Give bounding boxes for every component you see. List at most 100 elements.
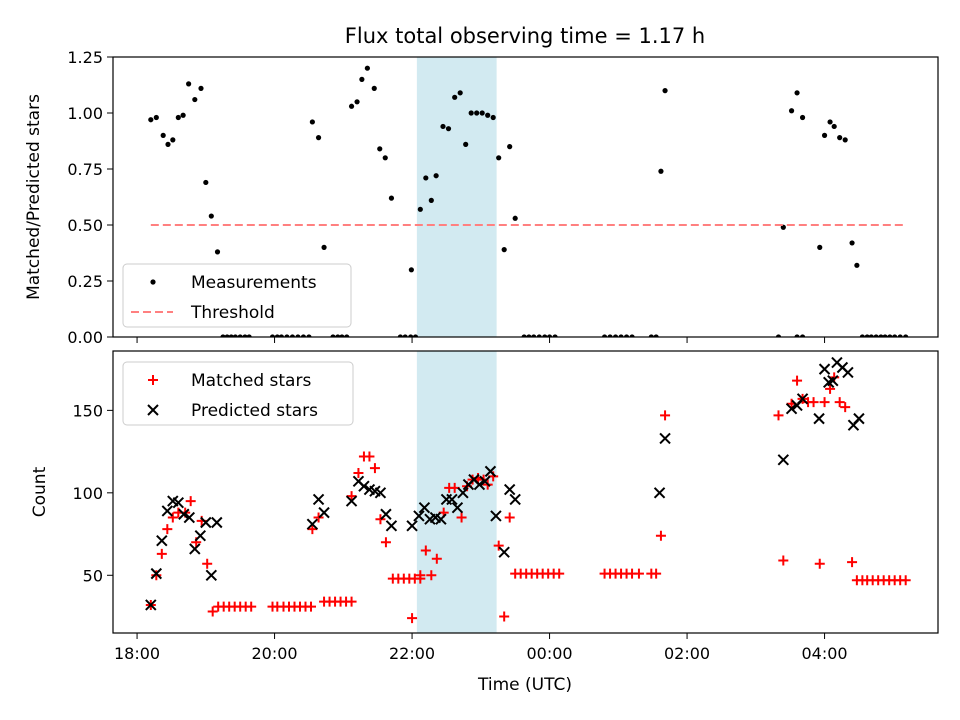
data-point (418, 501, 431, 514)
legend-box (122, 361, 354, 426)
data-point (185, 496, 196, 507)
data-point (380, 537, 391, 548)
data-point (536, 334, 542, 337)
data-point (842, 366, 854, 379)
data-point (345, 495, 358, 507)
data-point (162, 524, 173, 535)
data-point (194, 529, 207, 542)
data-point (237, 334, 243, 337)
data-point (170, 137, 176, 143)
data-point (546, 334, 553, 337)
data-point (446, 493, 458, 506)
data-point (374, 487, 387, 499)
data-point (151, 570, 162, 581)
data-point (814, 558, 825, 569)
series-matched-stars (145, 372, 911, 624)
data-point (854, 262, 860, 268)
data-point (817, 244, 823, 250)
data-point (161, 505, 174, 517)
data-point (274, 334, 280, 337)
data-point (468, 110, 474, 116)
legend-label: Predicted stars (191, 401, 318, 421)
legend-marker (148, 375, 158, 385)
data-point (655, 530, 666, 541)
data-point (792, 375, 803, 386)
data-point (306, 518, 319, 530)
legend-marker (147, 404, 159, 416)
plot-area (145, 356, 911, 624)
data-point (431, 553, 442, 564)
data-point (348, 103, 355, 109)
data-point (509, 493, 521, 506)
data-point (507, 144, 513, 150)
data-point (799, 334, 806, 337)
y-tick-label: 1.25 (67, 48, 103, 67)
data-point (412, 334, 419, 337)
data-point (473, 478, 486, 491)
data-point (315, 135, 322, 141)
data-point (354, 99, 360, 105)
data-point (629, 334, 635, 337)
data-point (853, 412, 865, 425)
data-point (246, 601, 257, 612)
data-point (777, 454, 790, 466)
data-point (148, 117, 154, 123)
y-tick-label: 0.25 (67, 272, 103, 291)
data-point (531, 334, 537, 337)
data-point (335, 334, 341, 337)
data-point (552, 334, 558, 337)
data-point (601, 334, 608, 337)
data-point (868, 334, 874, 337)
data-point (413, 510, 425, 522)
data-point (847, 557, 858, 568)
data-point (408, 267, 414, 273)
chart-layer: 0.00 0.25 0.50 0.75 1.00 1.25 Matched/Predicte… (24, 48, 939, 663)
panel-1: 0.00 0.25 0.50 0.75 1.00 1.25 Matched/Predicte… (24, 48, 939, 347)
data-point (651, 568, 662, 579)
data-point (892, 334, 898, 337)
data-point (369, 463, 380, 474)
data-point (214, 249, 221, 255)
data-point (220, 334, 226, 337)
data-point (300, 334, 307, 337)
data-point (479, 475, 491, 487)
data-point (897, 334, 903, 337)
data-point (306, 334, 312, 337)
data-point (633, 568, 644, 579)
data-point (228, 334, 234, 337)
data-point (377, 146, 383, 152)
data-point (167, 512, 178, 523)
data-point (346, 596, 357, 607)
data-point (878, 334, 884, 337)
data-point (542, 334, 548, 337)
data-point (318, 506, 330, 519)
data-point (445, 126, 452, 132)
x-tick-label: 22:00 (389, 644, 435, 663)
data-point (451, 501, 464, 514)
data-point (794, 334, 800, 337)
data-point (353, 468, 364, 479)
data-point (415, 570, 426, 581)
data-point (778, 555, 789, 566)
data-point (156, 548, 167, 559)
y-axis-label: Count (30, 466, 50, 517)
data-point (428, 197, 434, 203)
data-point (156, 534, 168, 547)
data-point (423, 175, 429, 181)
x-tick-label: 02:00 (664, 644, 710, 663)
data-point (278, 334, 285, 337)
data-point (521, 334, 527, 337)
data-point (242, 334, 248, 337)
data-point (420, 545, 431, 556)
y-tick-label: 0.00 (67, 328, 103, 347)
data-point (463, 141, 469, 147)
data-point (172, 497, 185, 509)
data-point (189, 543, 201, 555)
y-tick-label: 150 (72, 401, 103, 420)
x-axis-label: Time (UTC) (477, 675, 572, 695)
data-point (837, 135, 843, 141)
data-point (375, 514, 386, 525)
data-point (406, 520, 418, 532)
data-point (818, 363, 831, 375)
y-axis-label: Matched/Predicted stars (24, 94, 44, 300)
